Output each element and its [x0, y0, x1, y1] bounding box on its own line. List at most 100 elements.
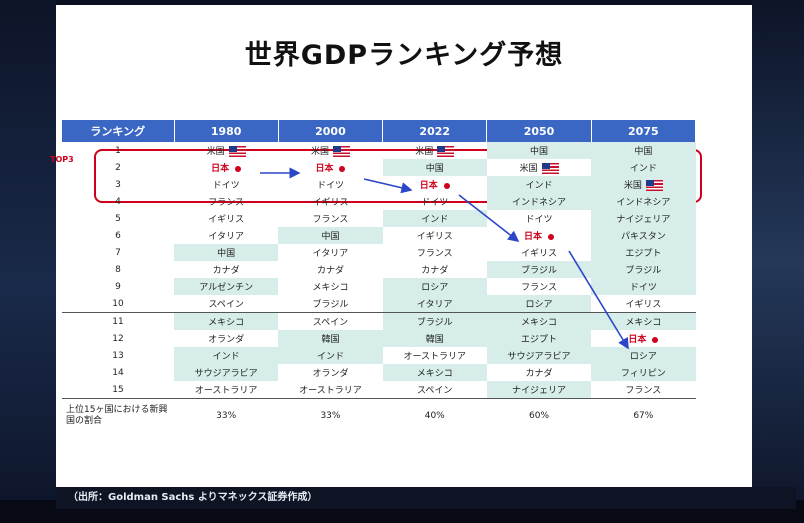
country-name: スペイン — [417, 386, 453, 396]
country-name: ドイツ — [316, 181, 344, 191]
country-name: オーストラリア — [403, 352, 467, 362]
country-cell: イギリス — [591, 295, 695, 313]
country-name: カナダ — [525, 369, 553, 379]
rank-cell: 13 — [112, 350, 124, 361]
country-name: カナダ — [421, 266, 449, 276]
table-row: 8 カナダ カナダ カナダ ブラジル ブラジル — [62, 261, 696, 278]
country-cell: 日本 — [591, 330, 695, 347]
table-row: 4 フランス イギリス ドイツ インドネシア インドネシア — [62, 193, 696, 210]
country-name: 米国 — [310, 147, 329, 157]
country-name: フィリピン — [620, 369, 666, 379]
country-cell: 米国 — [487, 159, 591, 176]
country-name: 中国 — [530, 147, 549, 157]
country-name: インド — [421, 215, 449, 225]
japan-dot-icon — [548, 233, 555, 240]
country-name: メキシコ — [625, 318, 662, 328]
footer-bar: （出所：Goldman Sachs よりマネックス証券作成） — [56, 487, 796, 509]
table-row: 7 中国 イタリア フランス イギリス エジプト — [62, 244, 696, 261]
country-name: メキシコ — [521, 318, 558, 328]
country-cell: イギリス — [383, 227, 487, 244]
country-cell: イタリア — [278, 244, 382, 261]
country-name: パキスタン — [620, 232, 666, 242]
slide-title: 世界GDPランキング予想 — [244, 40, 564, 71]
country-cell: インド — [278, 347, 383, 364]
top3-highlight-box — [94, 149, 702, 203]
country-cell: 米国 — [278, 142, 382, 159]
country-cell: サウジアラビア — [174, 364, 279, 381]
country-cell: オランダ — [278, 364, 382, 381]
japan-dot-icon — [339, 165, 346, 172]
country-cell: 日本 — [174, 159, 278, 176]
country-cell: ドイツ — [278, 176, 382, 193]
us-flag-icon — [645, 180, 663, 191]
country-name: イタリア — [208, 232, 244, 242]
emerging-share-label: 上位15ヶ国における新興国の割合 — [62, 398, 174, 433]
header-cell: ランキング — [62, 120, 175, 142]
country-cell: ドイツ — [487, 210, 591, 227]
table-row: 6 イタリア 中国 イギリス 日本 パキスタン — [62, 227, 696, 244]
country-cell: 中国 — [174, 244, 279, 261]
country-cell: フランス — [383, 244, 487, 261]
country-cell: ロシア — [382, 278, 487, 295]
country-name: ドイツ — [212, 181, 240, 191]
country-name: フランス — [625, 386, 662, 396]
country-cell: フランス — [174, 193, 278, 210]
country-name: フランス — [208, 198, 245, 208]
us-flag-icon — [332, 146, 350, 157]
country-name: 日本 — [524, 232, 543, 242]
rank-cell: 1 — [115, 145, 121, 156]
country-cell: フランス — [278, 210, 382, 227]
header-cell: 2050 — [486, 120, 592, 142]
country-name: インドネシア — [616, 198, 671, 208]
country-name: インド — [525, 181, 553, 191]
country-cell: 米国 — [174, 142, 278, 159]
country-name: ドイツ — [525, 215, 553, 225]
country-name: イギリス — [208, 215, 245, 225]
country-name: イタリア — [416, 300, 453, 310]
country-cell: 中国 — [591, 142, 696, 159]
country-name: カナダ — [316, 266, 344, 276]
country-name: オランダ — [208, 335, 245, 345]
japan-dot-icon — [652, 336, 659, 343]
header-cell: 2000 — [278, 120, 384, 142]
country-name: インドネシア — [512, 198, 567, 208]
country-name: オランダ — [312, 369, 349, 379]
emerging-share-value: 33% — [278, 398, 383, 433]
header-cell: 2022 — [382, 120, 488, 142]
country-cell: ドイツ — [383, 193, 487, 210]
table-row: 9 アルゼンチン メキシコ ロシア フランス ドイツ — [62, 278, 696, 295]
country-cell: 米国 — [383, 142, 487, 159]
country-name: ロシア — [421, 283, 449, 293]
country-cell: インドネシア — [591, 193, 696, 210]
rank-cell: 9 — [115, 281, 121, 292]
country-cell: インド — [591, 159, 696, 176]
country-cell: ナイジェリア — [591, 210, 696, 227]
table-header-row: ランキング 1980 2000 2022 2050 2075 — [62, 120, 697, 142]
country-cell: サウジアラビア — [486, 347, 592, 364]
country-name: 中国 — [217, 249, 236, 259]
country-name: メキシコ — [312, 283, 349, 293]
country-name: 中国 — [321, 232, 340, 242]
country-cell: インド — [174, 347, 279, 364]
country-cell: インド — [382, 210, 487, 227]
emerging-share-value: 60% — [486, 398, 592, 433]
country-cell: ブラジル — [486, 261, 592, 278]
country-cell: フランス — [487, 278, 591, 295]
country-name: イギリス — [625, 300, 662, 310]
country-cell: イギリス — [278, 193, 382, 210]
country-cell: オーストラリア — [174, 381, 278, 399]
slide: 世界GDPランキング予想 TOP3 ランキング 1980 2000 2022 2… — [50, 5, 796, 509]
rank-cell: 4 — [115, 196, 121, 207]
country-cell: ドイツ — [591, 278, 696, 295]
country-name: インド — [316, 352, 344, 362]
emerging-share-row: 上位15ヶ国における新興国の割合 33% 33% 40% 60% 67% — [62, 398, 696, 433]
country-cell: フランス — [591, 381, 695, 399]
country-name: ブラジル — [521, 266, 557, 276]
table-row: 1 米国 米国 米国 中国 中国 — [62, 142, 696, 159]
country-cell: カナダ — [174, 261, 278, 278]
country-name: 日本 — [211, 164, 230, 174]
emerging-share-value: 40% — [382, 398, 487, 433]
rank-cell: 2 — [115, 162, 121, 173]
country-name: イギリス — [521, 249, 558, 259]
rank-cell: 15 — [112, 384, 124, 395]
